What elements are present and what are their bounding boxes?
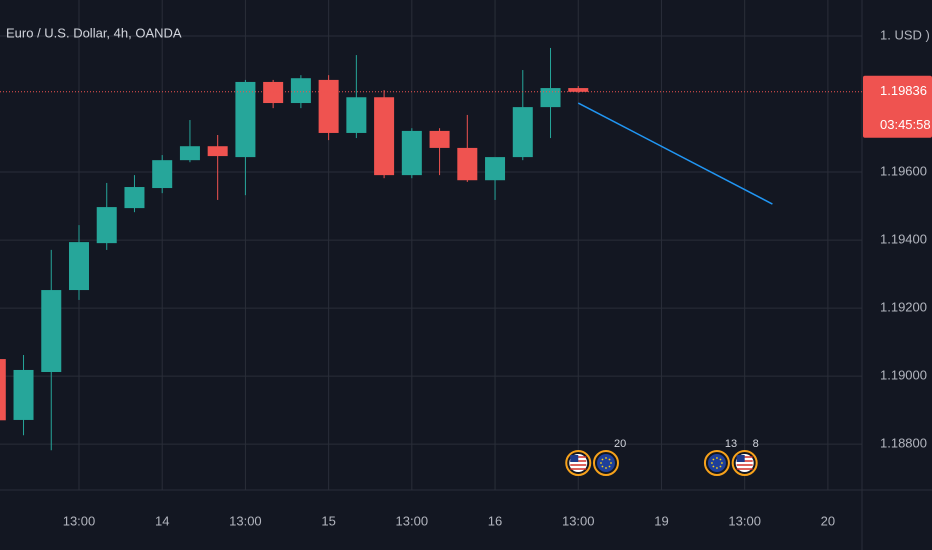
candle-body: [207, 146, 228, 157]
y-tick-label: 1.19600: [880, 163, 927, 178]
flag-star: [711, 462, 713, 464]
projection-line: [577, 102, 773, 205]
candle-body: [374, 97, 395, 176]
flag-star: [608, 458, 611, 461]
flag-star: [601, 465, 604, 468]
flag-star: [610, 462, 612, 464]
candle-body: [318, 79, 339, 133]
y-tick-label: 1. USD ): [880, 27, 930, 42]
candle-body: [290, 78, 311, 104]
flag-canton: [736, 455, 745, 462]
candle-body: [263, 81, 284, 104]
x-tick-label: 15: [321, 513, 335, 528]
candle-body: [235, 81, 256, 158]
event-count: 20: [614, 438, 626, 450]
flag: [707, 454, 726, 472]
candle-body: [540, 88, 561, 108]
x-tick-label: 16: [488, 513, 502, 528]
y-tick-label: 1.19400: [880, 232, 927, 247]
countdown-label: 03:45:58: [880, 117, 931, 132]
candle-body: [68, 242, 89, 291]
last-price-label: 1.19836: [880, 83, 927, 98]
x-tick-label: 14: [155, 513, 169, 528]
last-price-box: [863, 75, 932, 138]
flag-star: [605, 467, 607, 469]
flag-star: [601, 458, 604, 461]
y-tick-label: 1.19000: [880, 368, 927, 383]
flag-star: [605, 457, 607, 459]
event-icon: [565, 450, 592, 476]
flag-star: [719, 465, 722, 468]
flag-star: [719, 458, 722, 461]
x-tick-label: 13:00: [229, 513, 262, 528]
x-tick-label: 20: [821, 513, 835, 528]
candle-body: [512, 107, 533, 158]
flag-star: [608, 465, 611, 468]
candle-body: [568, 88, 589, 92]
x-tick-label: 19: [654, 513, 668, 528]
flag-star: [712, 458, 715, 461]
x-tick-label: 13:00: [728, 513, 761, 528]
event-icon: 20: [592, 438, 626, 476]
candle-body: [124, 187, 145, 209]
flag-canton: [570, 455, 579, 462]
y-tick-label: 1.19200: [880, 300, 927, 315]
event-count: 8: [753, 438, 759, 450]
candle-body: [96, 207, 117, 244]
event-count: 13: [725, 438, 737, 450]
x-tick-label: 13:00: [562, 513, 595, 528]
flag-star: [716, 457, 718, 459]
flag-star: [721, 462, 723, 464]
x-tick-label: 13:00: [396, 513, 429, 528]
flag-star: [600, 462, 602, 464]
candle-body: [457, 147, 478, 181]
flag-star: [716, 467, 718, 469]
x-tick-label: 13:00: [63, 513, 96, 528]
candle-body: [0, 359, 6, 421]
event-icon: 13: [703, 438, 737, 476]
y-tick-label: 1.18800: [880, 436, 927, 451]
candle-body: [346, 97, 367, 133]
event-icon: 8: [731, 438, 759, 476]
candle-body: [13, 369, 34, 420]
candle-body: [485, 157, 506, 181]
candle-body: [401, 130, 422, 176]
flag-star: [712, 465, 715, 468]
candle-body: [179, 146, 200, 161]
flag: [596, 454, 615, 472]
candle-body: [429, 130, 450, 148]
chart-title: Euro / U.S. Dollar, 4h, OANDA: [6, 25, 182, 40]
candle-body: [152, 160, 173, 189]
candle-body: [41, 290, 62, 373]
